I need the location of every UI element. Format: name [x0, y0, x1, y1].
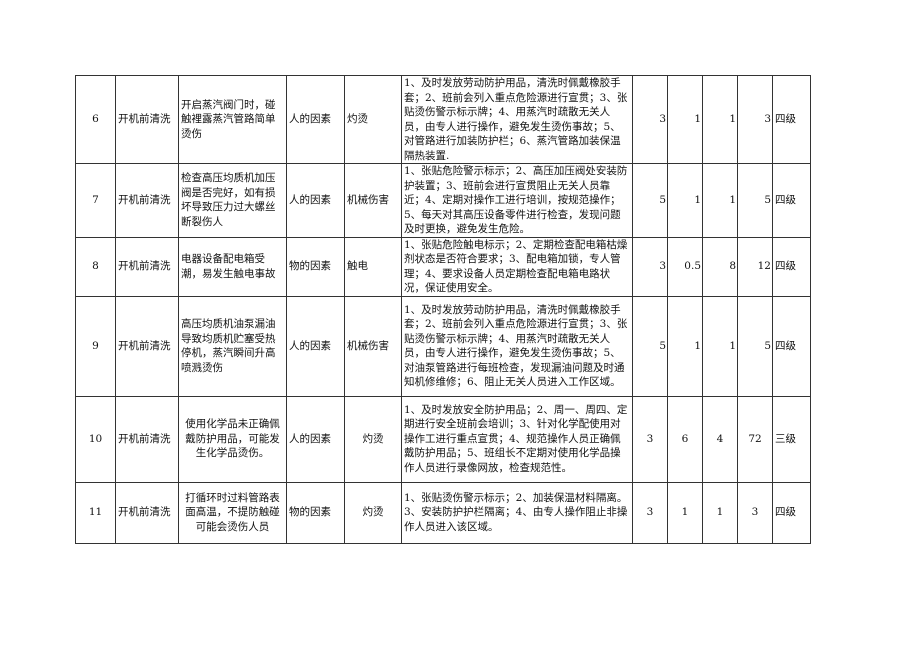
measures-cell: 1、及时发放劳动防护用品，清洗时佩戴橡胶手套；2、班前会列入重点危险源进行宣贯；… [401, 75, 633, 164]
c-value-cell: 8 [702, 236, 738, 297]
measures-cell: 1、张贴危险警示标示；2、高压加压阀处安装防护装置；3、班前会进行宣贯阻止无关人… [401, 163, 633, 238]
c-value-cell: 1 [702, 75, 738, 164]
d-value-cell: 5 [737, 163, 773, 238]
d-value-cell: 72 [737, 395, 773, 483]
hazard-cell: 触电 [344, 236, 402, 297]
table-row: 11 开机前清洗 打循环时过料管路表面高温，不提防触碰可能会烫伤人员 物的因素 灼烫 1、… [75, 481, 811, 544]
hazard-cell: 灼烫 [344, 75, 402, 164]
factor-cell: 人的因素 [286, 75, 345, 164]
e-value-cell: 1 [667, 481, 703, 544]
stage-cell: 开机前清洗 [115, 163, 179, 238]
hazard-cell: 机械伤害 [344, 295, 402, 397]
hazard-cell: 机械伤害 [344, 163, 402, 238]
l-value-cell: 3 [632, 395, 668, 483]
d-value-cell: 3 [737, 481, 773, 544]
row-number: 9 [75, 295, 116, 397]
table-row: 7 开机前清洗 检查高压均质机加压阀是否完好，如有损坏导致压力过大螺丝断裂伤人 人的因… [75, 163, 811, 238]
table-row: 9 开机前清洗 高压均质机油泵漏油导致均质机贮塞受热停机，蒸汽瞬间升高喷溅烫伤 人的因… [75, 295, 811, 397]
e-value-cell: 0.5 [667, 236, 703, 297]
description-cell: 高压均质机油泵漏油导致均质机贮塞受热停机，蒸汽瞬间升高喷溅烫伤 [178, 295, 287, 397]
description-cell: 打循环时过料管路表面高温，不提防触碰可能会烫伤人员 [178, 481, 287, 544]
table-row: 10 开机前清洗 使用化学品未正确佩戴防护用品，可能发生化学品烫伤。 人的因素 灼烫 1、… [75, 395, 811, 483]
stage-cell: 开机前清洗 [115, 295, 179, 397]
factor-cell: 物的因素 [286, 236, 345, 297]
d-value-cell: 3 [737, 75, 773, 164]
risk-level-cell: 四级 [772, 163, 811, 238]
description-cell: 使用化学品未正确佩戴防护用品，可能发生化学品烫伤。 [178, 395, 287, 483]
e-value-cell: 1 [667, 163, 703, 238]
factor-cell: 人的因素 [286, 163, 345, 238]
description-cell: 检查高压均质机加压阀是否完好，如有损坏导致压力过大螺丝断裂伤人 [178, 163, 287, 238]
row-number: 7 [75, 163, 116, 238]
risk-level-cell: 四级 [772, 75, 811, 164]
e-value-cell: 1 [667, 75, 703, 164]
measures-cell: 1、张贴危险触电标示；2、定期检查配电箱枯燥剂状态是否符合要求；3、配电箱加锁，… [401, 236, 633, 297]
row-number: 10 [75, 395, 116, 483]
description-cell: 电器设备配电箱受潮，易发生触电事故 [178, 236, 287, 297]
risk-level-cell: 四级 [772, 295, 811, 397]
table-row: 8 开机前清洗 电器设备配电箱受潮，易发生触电事故 物的因素 触电 1、张贴危险触电标示；… [75, 236, 811, 297]
l-value-cell: 3 [632, 75, 668, 164]
c-value-cell: 1 [702, 163, 738, 238]
stage-cell: 开机前清洗 [115, 395, 179, 483]
risk-assessment-table: 6 开机前清洗 开启蒸汽阀门时，碰触裡露蒸汽管路简单烫伤 人的因素 灼烫 1、及时发放劳动… [75, 75, 811, 544]
measures-cell: 1、张贴烫伤警示标示；2、加装保温材料隔离。3、安装防护护栏隔离；4、由专人操作… [401, 481, 633, 544]
hazard-cell: 灼烫 [344, 481, 402, 544]
stage-cell: 开机前清洗 [115, 481, 179, 544]
stage-cell: 开机前清洗 [115, 236, 179, 297]
risk-level-cell: 四级 [772, 481, 811, 544]
l-value-cell: 3 [632, 236, 668, 297]
stage-cell: 开机前清洗 [115, 75, 179, 164]
l-value-cell: 3 [632, 481, 668, 544]
l-value-cell: 5 [632, 163, 668, 238]
e-value-cell: 6 [667, 395, 703, 483]
row-number: 8 [75, 236, 116, 297]
e-value-cell: 1 [667, 295, 703, 397]
hazard-cell: 灼烫 [344, 395, 402, 483]
table-row: 6 开机前清洗 开启蒸汽阀门时，碰触裡露蒸汽管路简单烫伤 人的因素 灼烫 1、及时发放劳动… [75, 75, 811, 164]
measures-cell: 1、及时发放劳动防护用品，清洗时佩戴橡胶手套；2、班前会列入重点危险源进行宣贯；… [401, 295, 633, 397]
c-value-cell: 1 [702, 295, 738, 397]
factor-cell: 物的因素 [286, 481, 345, 544]
description-cell: 开启蒸汽阀门时，碰触裡露蒸汽管路简单烫伤 [178, 75, 287, 164]
row-number: 11 [75, 481, 116, 544]
risk-level-cell: 三级 [772, 395, 811, 483]
c-value-cell: 1 [702, 481, 738, 544]
row-number: 6 [75, 75, 116, 164]
factor-cell: 人的因素 [286, 395, 345, 483]
c-value-cell: 4 [702, 395, 738, 483]
risk-level-cell: 四级 [772, 236, 811, 297]
measures-cell: 1、及时发放安全防护用品；2、周一、周四、定期进行安全班前会培训；3、针对化学配… [401, 395, 633, 483]
d-value-cell: 12 [737, 236, 773, 297]
d-value-cell: 5 [737, 295, 773, 397]
factor-cell: 人的因素 [286, 295, 345, 397]
l-value-cell: 5 [632, 295, 668, 397]
